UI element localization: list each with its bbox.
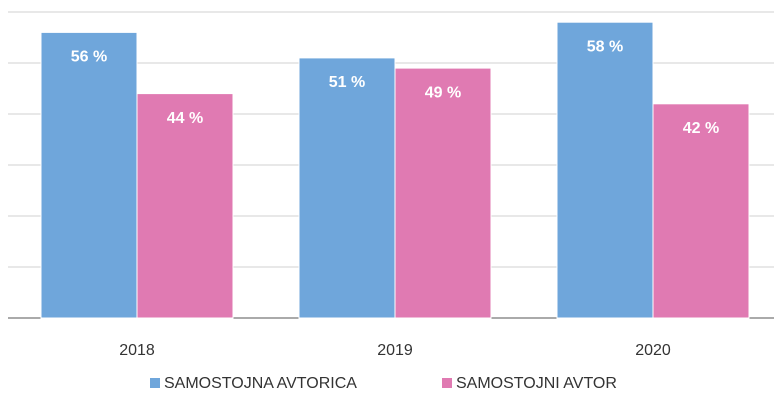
bar [40, 31, 138, 319]
x-tick-label: 2018 [119, 342, 155, 359]
bar [652, 103, 750, 319]
value-label: 44 % [167, 110, 203, 127]
value-label: 56 % [71, 49, 107, 66]
bar [556, 21, 654, 319]
bar [136, 93, 234, 319]
legend-label: SAMOSTOJNI AVTOR [456, 375, 617, 392]
value-label: 58 % [587, 38, 623, 55]
value-label: 49 % [425, 84, 461, 101]
legend-swatch [150, 378, 160, 388]
value-label: 51 % [329, 74, 365, 91]
value-label: 42 % [683, 120, 719, 137]
x-tick-label: 2020 [635, 342, 671, 359]
bar [298, 57, 396, 319]
bar [394, 67, 492, 319]
legend-label: SAMOSTOJNA AVTORICA [164, 375, 357, 392]
x-tick-label: 2019 [377, 342, 413, 359]
legend-swatch [442, 378, 452, 388]
